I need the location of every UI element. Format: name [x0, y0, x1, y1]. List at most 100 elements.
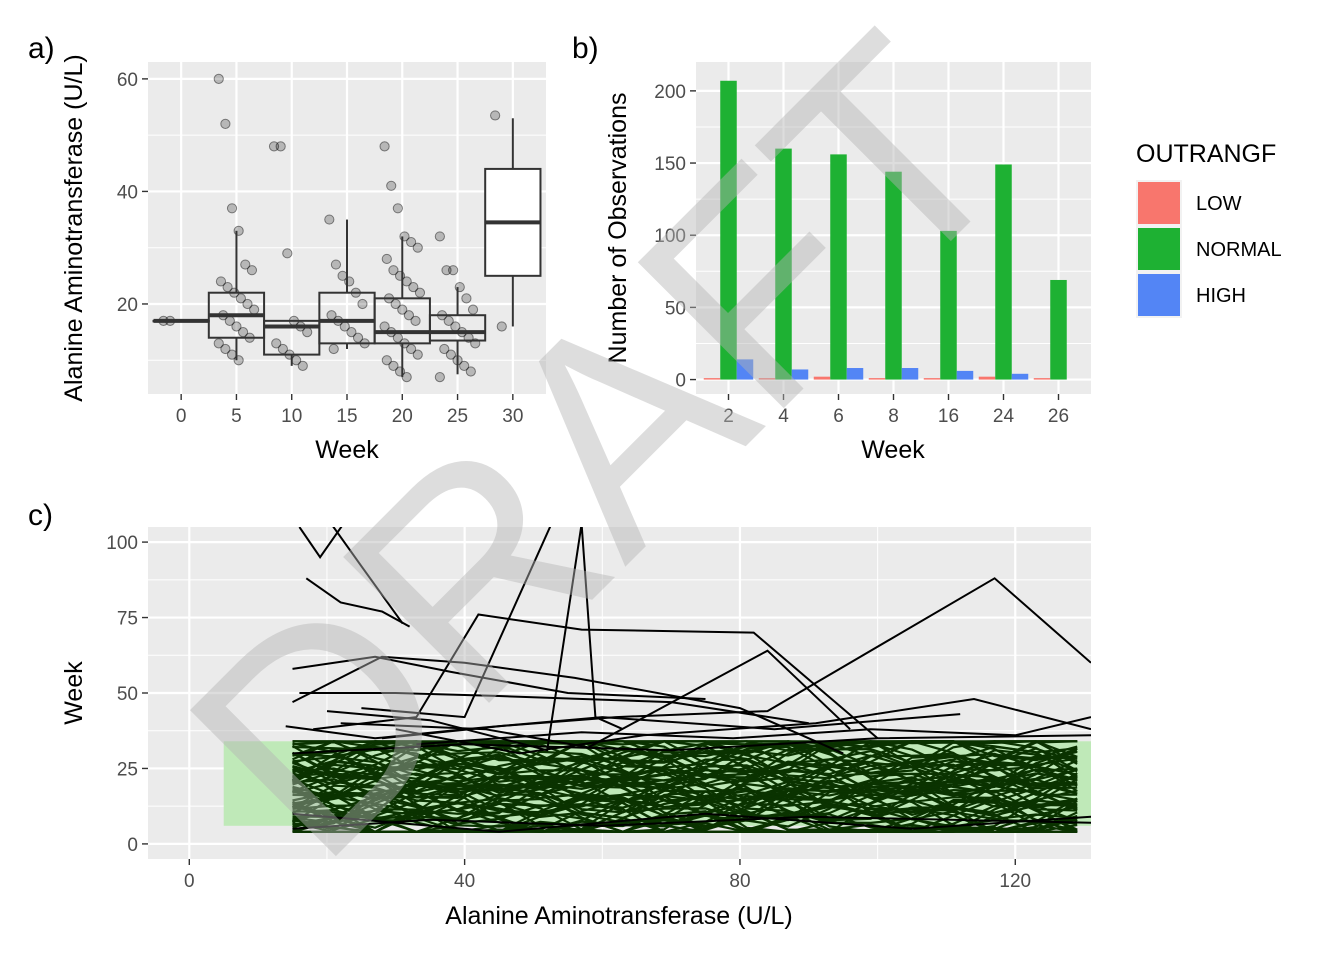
panel-b-ytick-label: 0 — [675, 371, 686, 392]
panel-a-point — [439, 343, 450, 355]
panel-a-point — [237, 327, 249, 338]
panel-a-point — [215, 276, 227, 287]
panel-b-xtick-label: 6 — [833, 406, 844, 427]
panel-a-point — [297, 360, 308, 371]
panel-c-ytick-label: 0 — [127, 835, 138, 856]
panel-a-tag: a) — [28, 32, 55, 65]
panel-c-subject-line — [291, 740, 1078, 777]
panel-b-bar-normal — [995, 164, 1012, 380]
panel-b-xtick-label: 4 — [778, 406, 789, 427]
panel-b-xtick-label: 24 — [993, 406, 1015, 427]
panel-a-point — [246, 265, 258, 276]
panel-a-xlabel: Week — [315, 436, 379, 464]
panel-a-point — [324, 214, 335, 225]
panel-c-ytick-label: 25 — [117, 759, 138, 780]
panel-a-point — [220, 343, 231, 355]
panel-b-xlabel: Week — [861, 436, 925, 464]
panel-a-point — [233, 225, 244, 236]
panel-a-boxplot: a) 0 5 10 15 20 25 30 20 40 60 Week Alanine Amino… — [28, 32, 546, 464]
panel-b-ytick-label: 50 — [665, 298, 686, 319]
legend: OUTRANGF LOW NORMAL HIGH — [1136, 140, 1282, 318]
panel-a-point — [381, 355, 392, 366]
panel-a-point — [445, 349, 457, 360]
panel-b-bar-low — [703, 378, 721, 380]
panel-c-subject-line — [291, 747, 1078, 799]
panel-a-point — [213, 73, 224, 84]
panel-b-bar-high — [1011, 373, 1029, 380]
panel-c-subject-line — [292, 734, 1091, 755]
panel-a-point — [233, 355, 244, 366]
panel-c-subject-line — [292, 655, 706, 700]
panel-a-point — [352, 332, 364, 343]
panel-a-point — [467, 304, 479, 315]
panel-a-point — [410, 315, 421, 326]
panel-c-xtick-label: 40 — [454, 871, 475, 892]
panel-b-bar-low — [813, 376, 831, 380]
panel-a-point — [344, 276, 355, 287]
panel-a-box — [428, 314, 487, 342]
panel-b-bar-normal — [720, 80, 737, 380]
legend-key-high — [1138, 274, 1180, 316]
panel-b-ylabel: Number of Observations — [604, 93, 632, 364]
panel-c-subject-line — [292, 768, 1078, 822]
panel-b-bar-normal — [775, 148, 792, 380]
panel-b-bar-high — [846, 368, 864, 380]
panel-a-point — [434, 231, 445, 242]
panel-c-subject-line — [305, 577, 411, 628]
panel-b-ytick-label: 200 — [654, 82, 686, 103]
panel-a-point — [388, 265, 399, 276]
legend-label-high: HIGH — [1196, 285, 1246, 307]
panel-a-point — [414, 287, 426, 298]
panel-c-subject-line — [292, 815, 1091, 830]
panel-c-subject-line — [395, 697, 1091, 755]
panel-b-xtick-label: 16 — [938, 406, 959, 427]
panel-a-point — [403, 310, 415, 321]
panel-a-point — [302, 327, 313, 338]
panel-a-point — [249, 304, 260, 315]
panel-b-bar-low — [868, 378, 886, 380]
legend-label-normal: NORMAL — [1196, 239, 1282, 261]
panel-c-ytick-label: 50 — [117, 684, 138, 705]
panel-c-tag: c) — [28, 499, 53, 532]
panel-a-point — [220, 118, 231, 129]
panel-c-subject-line — [292, 749, 1078, 804]
panel-b-ytick-label: 100 — [654, 226, 686, 247]
panel-b-bar-high — [956, 370, 974, 380]
panel-c-subject-line — [298, 527, 343, 559]
legend-key-low — [1138, 182, 1180, 224]
panel-b-tag: b) — [572, 32, 599, 65]
panel-a-point — [390, 298, 401, 310]
panel-a-point — [496, 321, 507, 332]
panel-a-point — [379, 141, 390, 152]
panel-b-bar-high — [791, 369, 809, 380]
panel-c-ytick-label: 75 — [117, 609, 138, 630]
panel-a-point — [242, 298, 253, 310]
panel-a-point — [240, 259, 251, 270]
panel-c-subject-line — [416, 716, 1091, 746]
panel-a-point — [434, 372, 445, 383]
panel-c-subject-line — [292, 750, 1078, 802]
panel-b-bar-low — [923, 378, 941, 380]
panel-a-xtick-label: 0 — [176, 406, 187, 427]
panel-c-subject-line — [292, 760, 1078, 817]
panel-c-subject-line — [332, 527, 404, 625]
panel-c-xtick-label: 120 — [999, 871, 1031, 892]
panel-a-xtick-label: 25 — [447, 406, 468, 427]
panel-b-xtick-label: 26 — [1048, 406, 1069, 427]
panel-c-xtick-label: 80 — [729, 871, 750, 892]
panel-c-subject-line — [292, 812, 1091, 833]
panel-c-subject-line — [292, 740, 1078, 794]
panel-a-point — [465, 366, 476, 377]
panel-a-point — [448, 265, 459, 276]
panel-a-point — [454, 281, 465, 293]
panel-a-point — [357, 298, 368, 310]
panel-a-point — [401, 372, 412, 383]
panel-a-point — [406, 236, 417, 248]
panel-a-point — [392, 203, 403, 214]
panel-b-xtick-label: 2 — [723, 406, 734, 427]
panel-a-point — [397, 304, 408, 315]
panel-b-xtick-label: 8 — [888, 406, 899, 427]
panel-a-point — [441, 265, 452, 276]
panel-a-point — [330, 259, 342, 270]
